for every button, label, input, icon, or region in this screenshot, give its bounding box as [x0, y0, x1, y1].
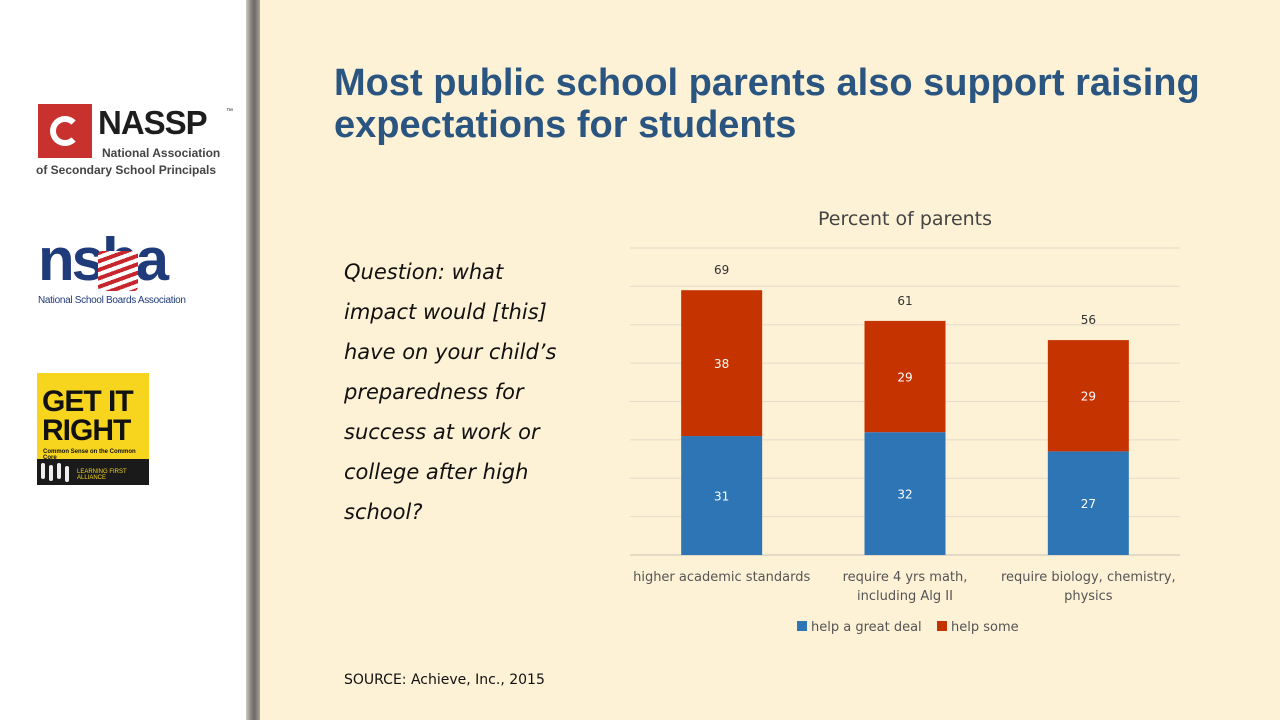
bar-data-label: 27	[1081, 497, 1096, 511]
source-note: SOURCE: Achieve, Inc., 2015	[344, 672, 545, 688]
hands-strip	[37, 459, 149, 485]
nassp-logo-name: NASSP	[98, 104, 208, 141]
bar-help-some	[864, 320, 946, 433]
get-it-right-logo: GET IT RIGHT Common Sense on the Common …	[37, 373, 149, 485]
bar-total-label: 61	[897, 294, 912, 308]
nassp-logo-tm: ™	[226, 108, 233, 115]
bar-data-label: 32	[897, 488, 912, 502]
bar-data-label: 29	[1081, 390, 1096, 404]
bar-help-a-great-deal	[864, 432, 946, 555]
legend-swatch	[937, 621, 947, 631]
hand-icon	[57, 463, 61, 479]
bar-total-label: 69	[714, 263, 729, 277]
sidebar-divider	[246, 0, 260, 720]
nsba-logo: nsba National School Boards Association	[38, 227, 202, 311]
nassp-emblem-icon	[38, 104, 92, 158]
nsba-logo-line1: National School Boards Association	[38, 295, 186, 306]
x-tick-label: require biology, chemistry,	[1001, 570, 1176, 585]
x-tick-label: physics	[1064, 589, 1113, 604]
nassp-logo-line2: of Secondary School Principals	[36, 163, 217, 177]
get-it-right-line2: RIGHT	[42, 414, 131, 447]
chart-title: Percent of parents	[818, 208, 992, 230]
x-tick-label: including Alg II	[857, 589, 953, 604]
bar-data-label: 38	[714, 357, 729, 371]
stacked-bar-chart: Percent of parents 31 38 69 higher academic …	[630, 208, 1180, 635]
x-tick-label: higher academic standards	[633, 570, 810, 585]
hand-icon	[49, 465, 53, 481]
legend-label: help a great deal	[811, 620, 922, 635]
bar-data-label: 31	[714, 490, 729, 504]
get-it-right-line1: GET IT	[42, 385, 134, 418]
bar-help-a-great-deal	[681, 436, 763, 555]
hand-icon	[41, 463, 45, 479]
bar-data-label: 29	[897, 371, 912, 385]
bar-total-label: 56	[1081, 313, 1096, 327]
survey-question: Question: what impact would [this] have …	[344, 260, 557, 524]
bar-help-a-great-deal	[1047, 451, 1129, 555]
bar-help-some	[681, 290, 763, 437]
slide-title: Most public school parents also support …	[334, 62, 1200, 146]
bar-help-some	[1047, 340, 1129, 452]
nassp-logo-line1: National Association	[102, 146, 221, 160]
legend-label: help some	[951, 620, 1019, 635]
get-it-right-tagline: Common Sense on the Common Core	[43, 449, 136, 461]
nassp-logo: NASSP ™ National Association of Secondar…	[36, 100, 236, 180]
flag-stripes-icon	[98, 251, 138, 291]
x-tick-label: require 4 yrs math,	[843, 570, 968, 585]
get-it-right-footer: LEARNING FIRST ALLIANCE	[77, 469, 127, 481]
hand-icon	[65, 466, 69, 482]
legend-swatch	[797, 621, 807, 631]
